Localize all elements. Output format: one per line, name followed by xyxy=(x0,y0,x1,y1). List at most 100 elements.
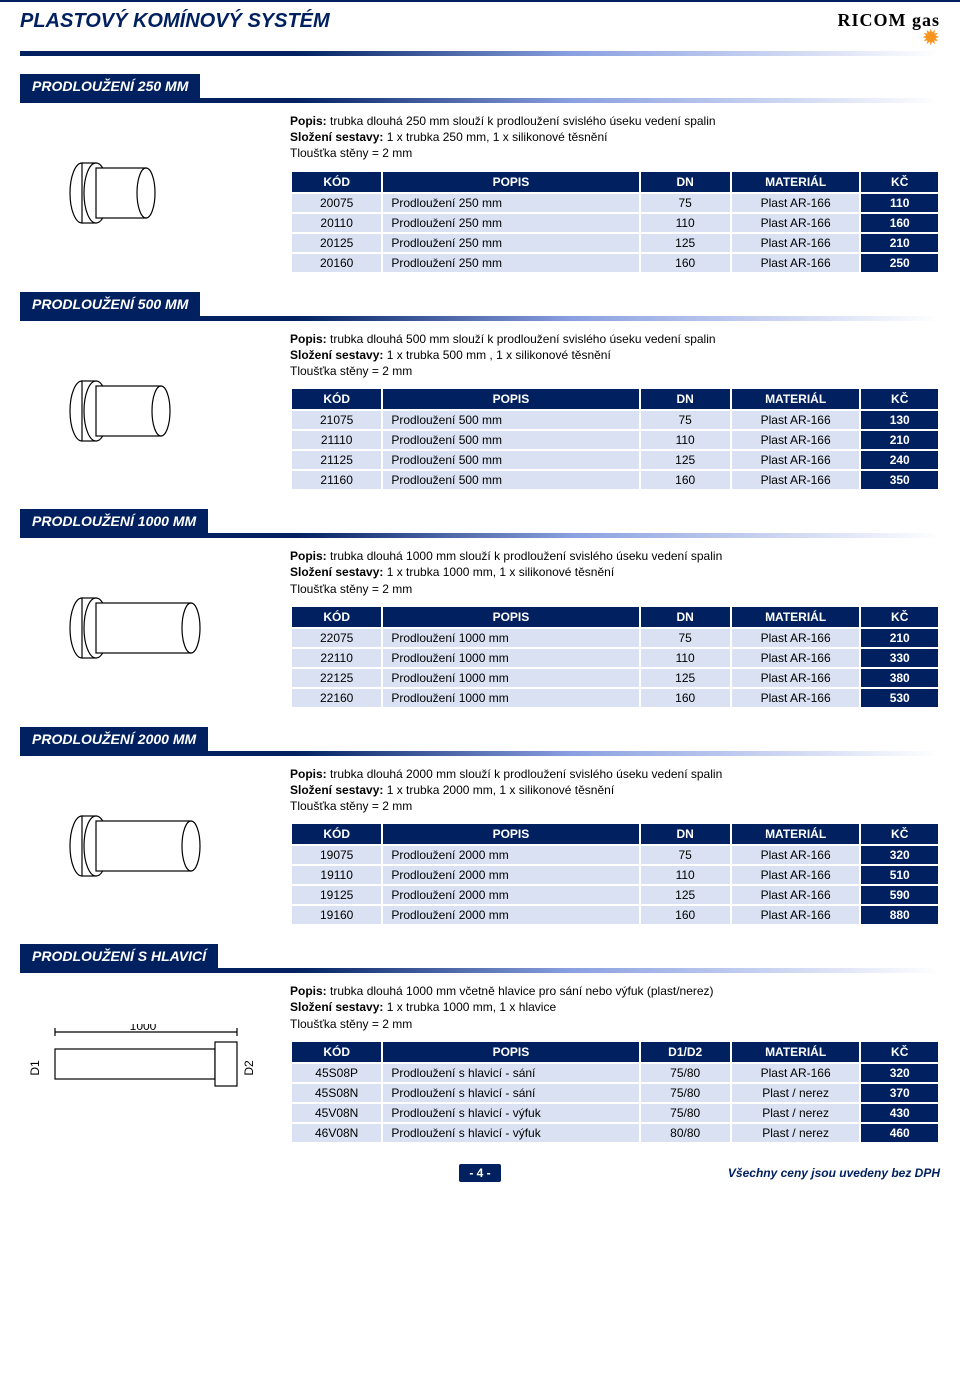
table-row: 45V08N Prodloužení s hlavicí - výfuk 75/… xyxy=(292,1104,938,1122)
desc-popis-label: Popis: xyxy=(290,114,327,128)
cell-kod: 22160 xyxy=(292,689,381,707)
section-body: 1000 D1 D2 Popis: trubka dlouhá 1000 mm … xyxy=(0,973,960,1144)
th-kod: KÓD xyxy=(292,389,381,409)
cell-kc: 430 xyxy=(861,1104,938,1122)
table-row: 21160 Prodloužení 500 mm 160 Plast AR-16… xyxy=(292,471,938,489)
cell-popis: Prodloužení 1000 mm xyxy=(383,629,638,647)
th-popis: POPIS xyxy=(383,824,638,844)
cell-mat: Plast AR-166 xyxy=(732,234,860,252)
th-kod: KÓD xyxy=(292,607,381,627)
cell-kc: 330 xyxy=(861,649,938,667)
th-mat: MATERIÁL xyxy=(732,172,860,192)
cell-kod: 20160 xyxy=(292,254,381,272)
th-mat: MATERIÁL xyxy=(732,389,860,409)
th-mat: MATERIÁL xyxy=(732,1042,860,1062)
table-row: 22125 Prodloužení 1000 mm 125 Plast AR-1… xyxy=(292,669,938,687)
th-kod: KÓD xyxy=(292,824,381,844)
th-dn: DN xyxy=(641,607,730,627)
desc-slozeni-label: Složení sestavy: xyxy=(290,565,383,579)
cell-popis: Prodloužení 500 mm xyxy=(383,471,638,489)
cell-mat: Plast AR-166 xyxy=(732,214,860,232)
page-title: PLASTOVÝ KOMÍNOVÝ SYSTÉM xyxy=(20,10,330,33)
cell-kod: 20075 xyxy=(292,194,381,212)
table-row: 21110 Prodloužení 500 mm 110 Plast AR-16… xyxy=(292,431,938,449)
cell-kod: 20110 xyxy=(292,214,381,232)
cell-kod: 22125 xyxy=(292,669,381,687)
desc-slozeni-text: 1 x trubka 250 mm, 1 x silikonové těsněn… xyxy=(383,130,607,144)
page-header: PLASTOVÝ KOMÍNOVÝ SYSTÉM RICOM gas ✹ xyxy=(0,0,960,51)
cell-dn: 75 xyxy=(641,411,730,429)
table-row: 19075 Prodloužení 2000 mm 75 Plast AR-16… xyxy=(292,846,938,864)
table-row: 22110 Prodloužení 1000 mm 110 Plast AR-1… xyxy=(292,649,938,667)
section-title: PRODLOUŽENÍ 250 MM xyxy=(20,74,200,98)
cell-dn: 125 xyxy=(641,886,730,904)
cell-kod: 21125 xyxy=(292,451,381,469)
product-table: KÓD POPIS DN MATERIÁL KČ 20075 Prodlouže… xyxy=(290,170,940,274)
th-kc: KČ xyxy=(861,1042,938,1062)
cell-popis: Prodloužení 1000 mm xyxy=(383,669,638,687)
cell-popis: Prodloužení 2000 mm xyxy=(383,886,638,904)
product-table: KÓD POPIS DN MATERIÁL KČ 19075 Prodlouže… xyxy=(290,822,940,926)
cell-popis: Prodloužení 250 mm xyxy=(383,234,638,252)
section-description: Popis: trubka dlouhá 1000 mm slouží k pr… xyxy=(290,548,940,597)
cell-kc: 110 xyxy=(861,194,938,212)
desc-tloustka: Tloušťka stěny = 2 mm xyxy=(290,1017,412,1031)
cell-popis: Prodloužení 500 mm xyxy=(383,431,638,449)
product-table: KÓD POPIS D1/D2 MATERIÁL KČ 45S08P Prodl… xyxy=(290,1040,940,1144)
cell-popis: Prodloužení 250 mm xyxy=(383,254,638,272)
th-kod: KÓD xyxy=(292,172,381,192)
section-body: Popis: trubka dlouhá 250 mm slouží k pro… xyxy=(0,103,960,274)
cell-mat: Plast AR-166 xyxy=(732,1064,860,1082)
cell-popis: Prodloužení 500 mm xyxy=(383,451,638,469)
cell-mat: Plast AR-166 xyxy=(732,886,860,904)
section-description: Popis: trubka dlouhá 1000 mm včetně hlav… xyxy=(290,983,940,1032)
table-row: 20125 Prodloužení 250 mm 125 Plast AR-16… xyxy=(292,234,938,252)
cell-mat: Plast / nerez xyxy=(732,1104,860,1122)
table-row: 19125 Prodloužení 2000 mm 125 Plast AR-1… xyxy=(292,886,938,904)
desc-tloustka: Tloušťka stěny = 2 mm xyxy=(290,364,412,378)
cell-mat: Plast AR-166 xyxy=(732,431,860,449)
cell-kod: 45S08P xyxy=(292,1064,381,1082)
desc-popis-label: Popis: xyxy=(290,984,327,998)
cell-kc: 380 xyxy=(861,669,938,687)
desc-popis-label: Popis: xyxy=(290,549,327,563)
section-description: Popis: trubka dlouhá 2000 mm slouží k pr… xyxy=(290,766,940,815)
section-description: Popis: trubka dlouhá 250 mm slouží k pro… xyxy=(290,113,940,162)
th-kod: KÓD xyxy=(292,1042,381,1062)
desc-slozeni-text: 1 x trubka 2000 mm, 1 x silikonové těsně… xyxy=(383,783,614,797)
desc-slozeni-text: 1 x trubka 500 mm , 1 x silikonové těsně… xyxy=(383,348,610,362)
cell-kc: 210 xyxy=(861,431,938,449)
section: PRODLOUŽENÍ 2000 MM xyxy=(20,727,940,756)
cell-popis: Prodloužení s hlavicí - výfuk xyxy=(383,1104,638,1122)
cell-kc: 130 xyxy=(861,411,938,429)
cell-dn: 110 xyxy=(641,649,730,667)
cell-dn: 75 xyxy=(641,629,730,647)
table-row: 45S08P Prodloužení s hlavicí - sání 75/8… xyxy=(292,1064,938,1082)
section: PRODLOUŽENÍ 500 MM xyxy=(20,292,940,321)
section: PRODLOUŽENÍ 1000 MM xyxy=(20,509,940,538)
cell-kod: 46V08N xyxy=(292,1124,381,1142)
cell-dn: 125 xyxy=(641,451,730,469)
th-dn: DN xyxy=(641,824,730,844)
cell-kc: 160 xyxy=(861,214,938,232)
desc-popis-text: trubka dlouhá 500 mm slouží k prodloužen… xyxy=(327,332,716,346)
svg-text:D2: D2 xyxy=(242,1060,256,1076)
cell-kc: 250 xyxy=(861,254,938,272)
cell-kod: 19160 xyxy=(292,906,381,924)
th-mat: MATERIÁL xyxy=(732,607,860,627)
cell-dn: 160 xyxy=(641,471,730,489)
cell-kod: 22110 xyxy=(292,649,381,667)
cell-popis: Prodloužení s hlavicí - sání xyxy=(383,1084,638,1102)
cell-popis: Prodloužení s hlavicí - výfuk xyxy=(383,1124,638,1142)
table-row: 21075 Prodloužení 500 mm 75 Plast AR-166… xyxy=(292,411,938,429)
cell-mat: Plast AR-166 xyxy=(732,194,860,212)
th-dn: D1/D2 xyxy=(641,1042,730,1062)
desc-popis-label: Popis: xyxy=(290,767,327,781)
page-footer: - 4 - Všechny ceny jsou uvedeny bez DPH xyxy=(0,1144,960,1182)
table-row: 46V08N Prodloužení s hlavicí - výfuk 80/… xyxy=(292,1124,938,1142)
th-popis: POPIS xyxy=(383,172,638,192)
section: PRODLOUŽENÍ 250 MM xyxy=(20,74,940,103)
table-row: 20110 Prodloužení 250 mm 110 Plast AR-16… xyxy=(292,214,938,232)
product-illustration xyxy=(20,766,270,927)
cell-dn: 160 xyxy=(641,689,730,707)
